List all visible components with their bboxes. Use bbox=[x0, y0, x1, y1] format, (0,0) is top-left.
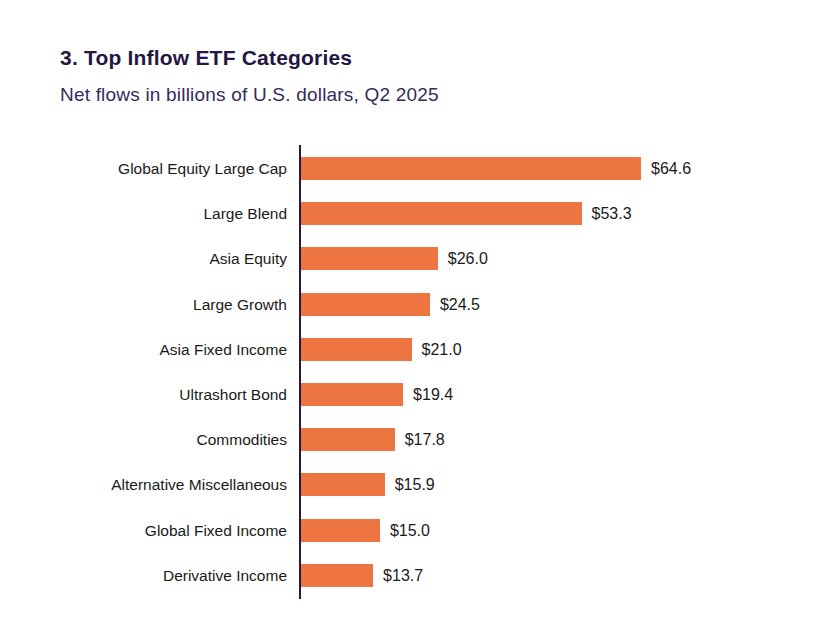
bar-group: $15.0 bbox=[301, 519, 430, 542]
bar bbox=[301, 247, 438, 270]
bar-group: $19.4 bbox=[301, 383, 453, 406]
value-label: $15.0 bbox=[390, 519, 430, 542]
chart-row: Global Fixed Income $15.0 bbox=[0, 519, 691, 542]
category-label: Commodities bbox=[0, 428, 287, 451]
chart-row: Alternative Miscellaneous $15.9 bbox=[0, 473, 691, 496]
category-label: Ultrashort Bond bbox=[0, 383, 287, 406]
category-label: Large Blend bbox=[0, 202, 287, 225]
bar bbox=[301, 157, 641, 180]
chart-row: Global Equity Large Cap $64.6 bbox=[0, 157, 691, 180]
chart-row: Asia Fixed Income $21.0 bbox=[0, 338, 691, 361]
bar bbox=[301, 293, 430, 316]
bar bbox=[301, 564, 373, 587]
chart-row: Large Blend $53.3 bbox=[0, 202, 691, 225]
chart-row: Large Growth $24.5 bbox=[0, 293, 691, 316]
category-label: Asia Fixed Income bbox=[0, 338, 287, 361]
chart-row: Derivative Income $13.7 bbox=[0, 564, 691, 587]
category-label: Alternative Miscellaneous bbox=[0, 473, 287, 496]
bar-chart: Global Equity Large Cap $64.6 Large Blend $… bbox=[0, 0, 819, 636]
bar bbox=[301, 428, 395, 451]
category-label: Derivative Income bbox=[0, 564, 287, 587]
chart-rows: Global Equity Large Cap $64.6 Large Blend $… bbox=[0, 157, 691, 587]
value-label: $26.0 bbox=[448, 247, 488, 270]
bar-group: $64.6 bbox=[301, 157, 691, 180]
value-label: $21.0 bbox=[422, 338, 462, 361]
category-label: Large Growth bbox=[0, 293, 287, 316]
chart-row: Commodities $17.8 bbox=[0, 428, 691, 451]
bar-group: $53.3 bbox=[301, 202, 632, 225]
value-label: $15.9 bbox=[395, 473, 435, 496]
bar-group: $26.0 bbox=[301, 247, 488, 270]
bar bbox=[301, 519, 380, 542]
chart-figure: 3. Top Inflow ETF Categories Net flows i… bbox=[0, 0, 819, 636]
value-label: $17.8 bbox=[405, 428, 445, 451]
value-label: $13.7 bbox=[383, 564, 423, 587]
bar bbox=[301, 202, 582, 225]
category-label: Global Equity Large Cap bbox=[0, 157, 287, 180]
category-label: Asia Equity bbox=[0, 247, 287, 270]
bar bbox=[301, 473, 385, 496]
value-label: $19.4 bbox=[413, 383, 453, 406]
value-label: $53.3 bbox=[592, 202, 632, 225]
value-label: $64.6 bbox=[651, 157, 691, 180]
value-label: $24.5 bbox=[440, 293, 480, 316]
bar-group: $17.8 bbox=[301, 428, 445, 451]
chart-row: Ultrashort Bond $19.4 bbox=[0, 383, 691, 406]
bar-group: $13.7 bbox=[301, 564, 423, 587]
bar-group: $15.9 bbox=[301, 473, 435, 496]
bar-group: $21.0 bbox=[301, 338, 462, 361]
bar bbox=[301, 338, 412, 361]
category-label: Global Fixed Income bbox=[0, 519, 287, 542]
bar-group: $24.5 bbox=[301, 293, 480, 316]
bar bbox=[301, 383, 403, 406]
chart-row: Asia Equity $26.0 bbox=[0, 247, 691, 270]
